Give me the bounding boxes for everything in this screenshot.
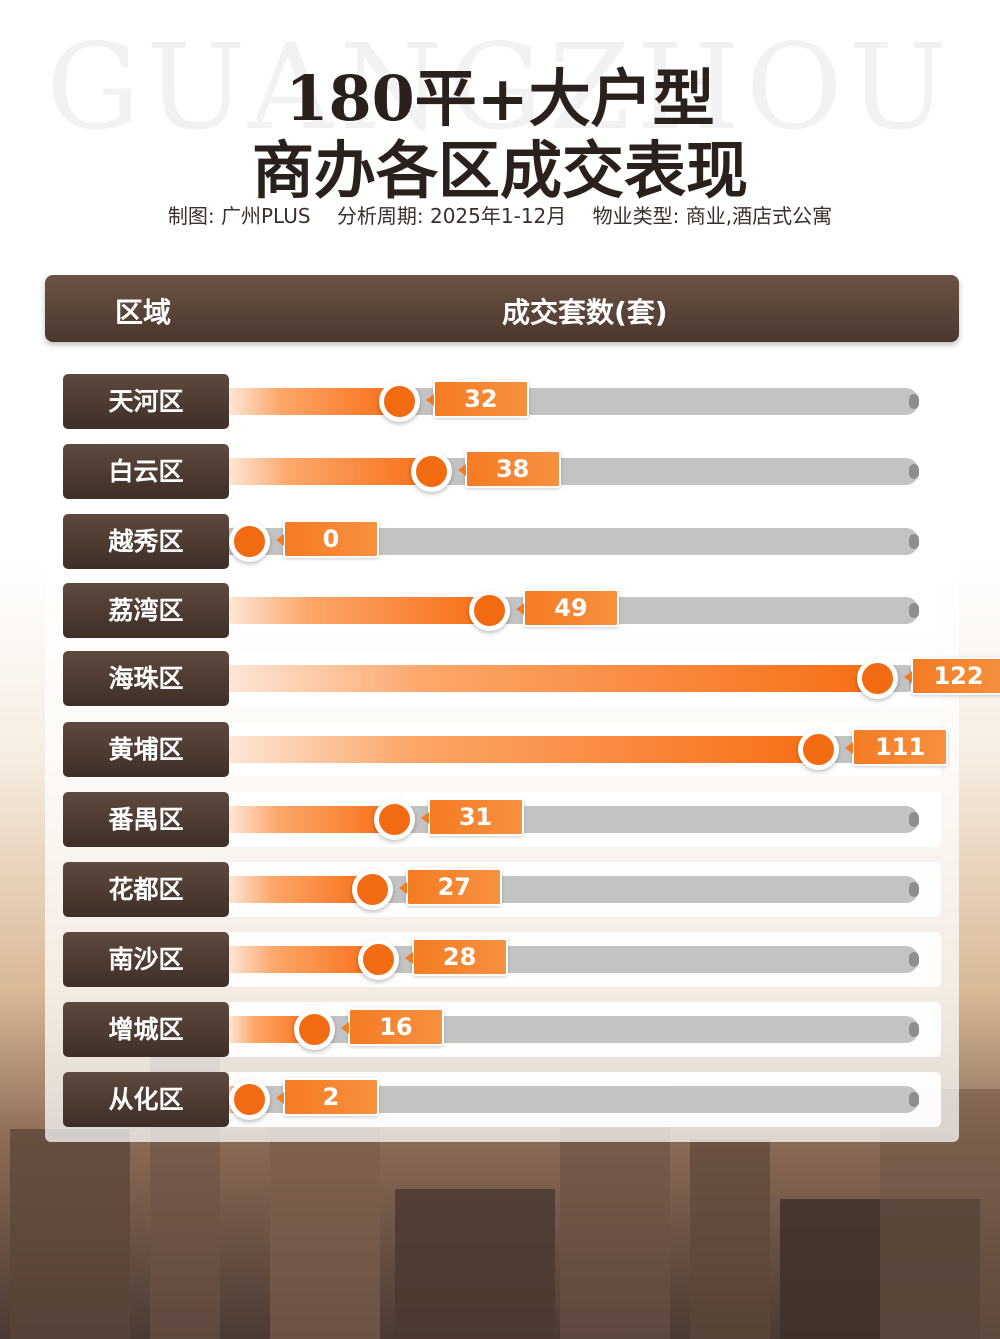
bar-value-label: 16: [340, 1008, 444, 1046]
bar-end-marker: [293, 1009, 335, 1050]
bar-track: 49: [229, 589, 919, 631]
bar: [229, 736, 819, 763]
bar-end-marker: [373, 799, 415, 840]
bar-value-label: 32: [425, 380, 529, 418]
bar-category-label: 花都区: [63, 862, 229, 917]
bar-value-label: 38: [457, 450, 561, 488]
bar-category-label: 越秀区: [63, 514, 229, 569]
bar-track: 38: [229, 450, 919, 492]
bar-value-label: 2: [276, 1078, 379, 1116]
page-title-line1: 180平+大户型: [285, 62, 715, 135]
bar-track-end: [909, 534, 919, 549]
bar-track-end: [909, 812, 919, 827]
bar-track: 0: [229, 520, 919, 562]
bar-value-label: 49: [516, 589, 620, 627]
header-count-label: 成交套数(套): [502, 296, 668, 329]
bar-row: 白云区 38: [63, 444, 941, 499]
bar-row: 越秀区 0: [63, 514, 941, 569]
bar-end-marker: [352, 869, 394, 910]
bar-track: 111: [229, 728, 949, 770]
bar-row: 南沙区 28: [63, 932, 941, 987]
bar-track: 28: [229, 938, 919, 980]
table-header: 区域 成交套数(套): [45, 275, 959, 342]
bar: [229, 806, 394, 833]
bar-value-label: 27: [399, 868, 503, 906]
bar-value-label: 31: [420, 798, 524, 836]
bar-value-label: 28: [404, 938, 508, 976]
bar-end-marker: [410, 451, 452, 492]
bar-row: 黄埔区 111: [63, 722, 949, 777]
bar: [229, 946, 378, 973]
bar-track-end: [909, 464, 919, 479]
bar-category-label: 荔湾区: [63, 583, 229, 638]
bar-track-end: [909, 882, 919, 897]
subtitle-maker: 制图: 广州PLUS: [167, 204, 311, 228]
bar-end-marker: [469, 590, 511, 631]
bar-category-label: 南沙区: [63, 932, 229, 987]
bar-end-marker: [357, 939, 399, 980]
bar-category-label: 从化区: [63, 1072, 229, 1127]
bar-row: 从化区 2: [63, 1072, 941, 1127]
bar-value-label: 0: [276, 520, 379, 558]
bar-category-label: 番禺区: [63, 792, 229, 847]
bar: [229, 876, 373, 903]
watermark-text: GUANGZHOU: [46, 18, 954, 156]
bar-track-end: [909, 394, 919, 409]
bar-track: 31: [229, 798, 919, 840]
header-region-label: 区域: [115, 296, 172, 329]
bar-track-end: [909, 603, 919, 618]
bar-category-label: 黄埔区: [63, 722, 229, 777]
bar-track-end: [909, 952, 919, 967]
subtitle-property-type: 物业类型: 商业,酒店式公寓: [592, 204, 833, 228]
bar-track: 16: [229, 1008, 919, 1050]
bar-row: 天河区 32: [63, 374, 941, 429]
bar-track-end: [909, 1092, 919, 1107]
bar: [229, 597, 490, 624]
bar: [229, 665, 877, 692]
bar-row: 增城区 16: [63, 1002, 941, 1057]
bar-track: 122: [229, 657, 1000, 699]
bar-category-label: 白云区: [63, 444, 229, 499]
bar-row: 海珠区 122: [63, 651, 1000, 706]
bar-row: 荔湾区 49: [63, 583, 941, 638]
bar-track: 2: [229, 1078, 919, 1120]
bar-end-marker: [229, 1079, 270, 1120]
bar-value-label: 122: [903, 657, 1000, 695]
bar-row: 花都区 27: [63, 862, 941, 917]
bar-category-label: 海珠区: [63, 651, 229, 706]
bar-track: 32: [229, 380, 919, 422]
bar: [229, 458, 431, 485]
bar-end-marker: [856, 658, 898, 699]
bar-row: 番禺区 31: [63, 792, 941, 847]
bar-category-label: 增城区: [63, 1002, 229, 1057]
bar-track: 27: [229, 868, 919, 910]
page-title-line2: 商办各区成交表现: [251, 134, 748, 207]
bar-end-marker: [229, 521, 270, 562]
bar-track-end: [909, 1022, 919, 1037]
subtitle-period: 分析周期: 2025年1-12月: [336, 204, 567, 228]
subtitle: 制图: 广州PLUS 分析周期: 2025年1-12月 物业类型: 商业,酒店式…: [0, 200, 1000, 229]
bar-category-label: 天河区: [63, 374, 229, 429]
bar-end-marker: [798, 729, 840, 770]
bar-value-label: 111: [845, 728, 949, 766]
bar-end-marker: [378, 381, 420, 422]
bar: [229, 388, 399, 415]
